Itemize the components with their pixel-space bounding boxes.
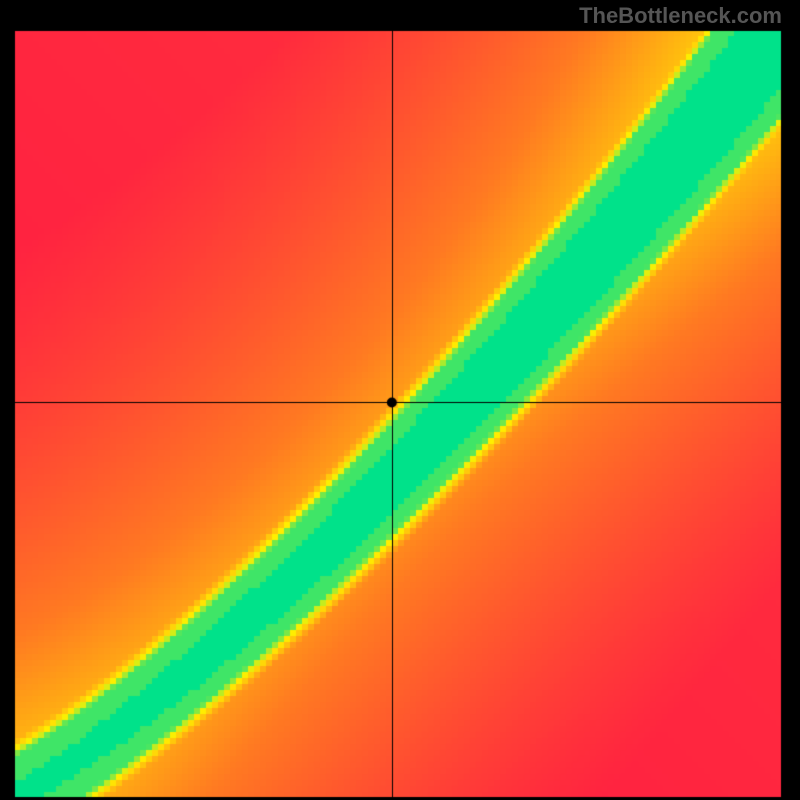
chart-container: { "watermark": { "text": "TheBottleneck.… bbox=[0, 0, 800, 800]
bottleneck-heatmap bbox=[0, 0, 800, 800]
